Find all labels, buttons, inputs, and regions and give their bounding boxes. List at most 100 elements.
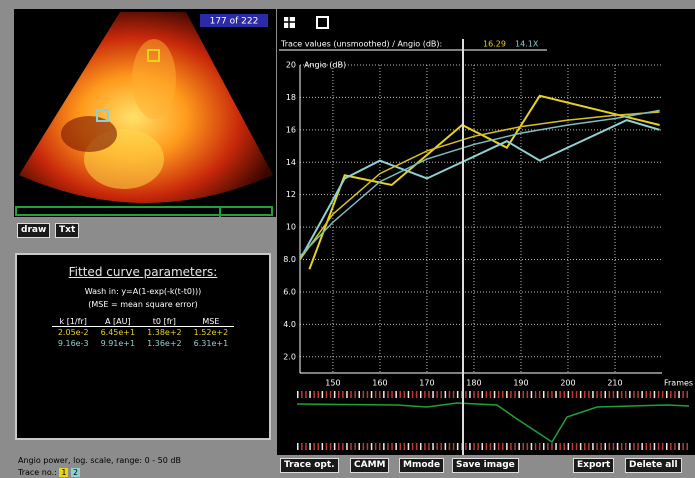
strip-tick — [547, 443, 549, 450]
strip-tick — [309, 391, 311, 398]
strip-tick — [605, 391, 607, 398]
strip-tick — [432, 391, 434, 398]
strip-tick — [297, 391, 299, 398]
strip-tick — [318, 443, 320, 450]
strip-tick — [441, 443, 443, 450]
strip-tick — [539, 443, 541, 450]
strip-tick — [297, 443, 299, 450]
strip-tick — [428, 443, 430, 450]
strip-tick — [572, 443, 574, 450]
strip-tick — [395, 391, 397, 398]
strip-tick — [342, 443, 344, 450]
strip-tick — [572, 391, 574, 398]
strip-tick — [621, 443, 623, 450]
param-table: k [1/fr] A [AU] t0 [fr] MSE 2.05e-2 6.45… — [52, 317, 234, 349]
strip-tick — [600, 391, 602, 398]
strip-tick — [580, 443, 582, 450]
strip-tick — [658, 391, 660, 398]
mmode-button[interactable]: Mmode — [399, 458, 444, 473]
strip-tick — [650, 391, 652, 398]
strip-tick — [535, 391, 537, 398]
strip-tick — [354, 391, 356, 398]
strip-tick — [535, 443, 537, 450]
trace-1[interactable]: 1 — [59, 468, 68, 477]
strip-tick — [514, 391, 516, 398]
strip-tick — [436, 443, 438, 450]
strip-tick — [383, 443, 385, 450]
draw-button[interactable]: draw — [17, 223, 50, 238]
strip-tick — [641, 391, 643, 398]
strip-tick — [600, 443, 602, 450]
strip-tick — [633, 443, 635, 450]
strip-tick — [383, 391, 385, 398]
strip-tick — [482, 443, 484, 450]
trace-2[interactable]: 2 — [71, 468, 80, 477]
strip-tick — [486, 391, 488, 398]
trace-opt-button[interactable]: Trace opt. — [280, 458, 339, 473]
strip-tick — [617, 391, 619, 398]
export-button[interactable]: Export — [573, 458, 614, 473]
strip-tick — [654, 391, 656, 398]
y-tick-label: 4.0 — [283, 320, 296, 329]
strip-tick — [662, 443, 664, 450]
strip-tick — [416, 391, 418, 398]
strip-tick — [564, 443, 566, 450]
formula: Wash in: y=A(1-exp(-k(t-t0))) — [17, 287, 269, 296]
strip-tick — [371, 391, 373, 398]
trace-label: Trace no.: — [18, 468, 57, 477]
header-cell: MSE — [188, 317, 235, 327]
strip-tick — [506, 443, 508, 450]
save-image-button[interactable]: Save image — [452, 458, 519, 473]
strip-tick — [441, 391, 443, 398]
strip-tick — [375, 443, 377, 450]
strip-tick — [678, 443, 680, 450]
strip-tick — [629, 443, 631, 450]
strip-tick — [330, 391, 332, 398]
camm-button[interactable]: CAMM — [350, 458, 389, 473]
txt-button[interactable]: Txt — [55, 223, 79, 238]
y-tick-label: 18 — [286, 93, 296, 102]
strip-tick — [338, 391, 340, 398]
cell: 9.16e-3 — [52, 338, 95, 349]
strip-tick — [313, 391, 315, 398]
strip-tick — [564, 391, 566, 398]
trace-row: Trace no.: 1 2 — [18, 468, 80, 477]
strip-tick — [445, 391, 447, 398]
strip-tick — [424, 391, 426, 398]
strip-tick — [416, 443, 418, 450]
readout-label: Trace values (unsmoothed) / Angio (dB): — [280, 40, 442, 49]
strip-tick — [445, 443, 447, 450]
strip-tick — [412, 443, 414, 450]
strip-tick — [523, 391, 525, 398]
cell: 2.05e-2 — [52, 327, 95, 339]
strip-tick — [400, 391, 402, 398]
strip-tick — [674, 391, 676, 398]
strip-tick — [584, 391, 586, 398]
strip-tick — [588, 391, 590, 398]
strip-tick — [539, 391, 541, 398]
strip-tick — [674, 443, 676, 450]
strip-tick — [457, 443, 459, 450]
strip-tick — [662, 391, 664, 398]
strip-tick — [625, 443, 627, 450]
strip-tick — [453, 391, 455, 398]
strip-tick — [510, 443, 512, 450]
strip-tick — [625, 391, 627, 398]
strip-tick — [379, 391, 381, 398]
strip-tick — [449, 391, 451, 398]
y-tick-label: 8.0 — [283, 255, 296, 264]
strip-tick — [354, 443, 356, 450]
strip-tick — [592, 443, 594, 450]
strip-tick — [543, 443, 545, 450]
chart: Trace values (unsmoothed) / Angio (dB): … — [277, 9, 695, 455]
strip-tick — [457, 391, 459, 398]
delete-all-button[interactable]: Delete all — [625, 458, 682, 473]
strip-tick — [436, 391, 438, 398]
y-tick-label: 2.0 — [283, 352, 296, 361]
strip-tick — [666, 391, 668, 398]
strip-tick — [531, 443, 533, 450]
strip-tick — [654, 443, 656, 450]
strip-tick — [469, 391, 471, 398]
fit-panel: Fitted curve parameters: Wash in: y=A(1-… — [15, 253, 271, 440]
strip-tick — [387, 443, 389, 450]
